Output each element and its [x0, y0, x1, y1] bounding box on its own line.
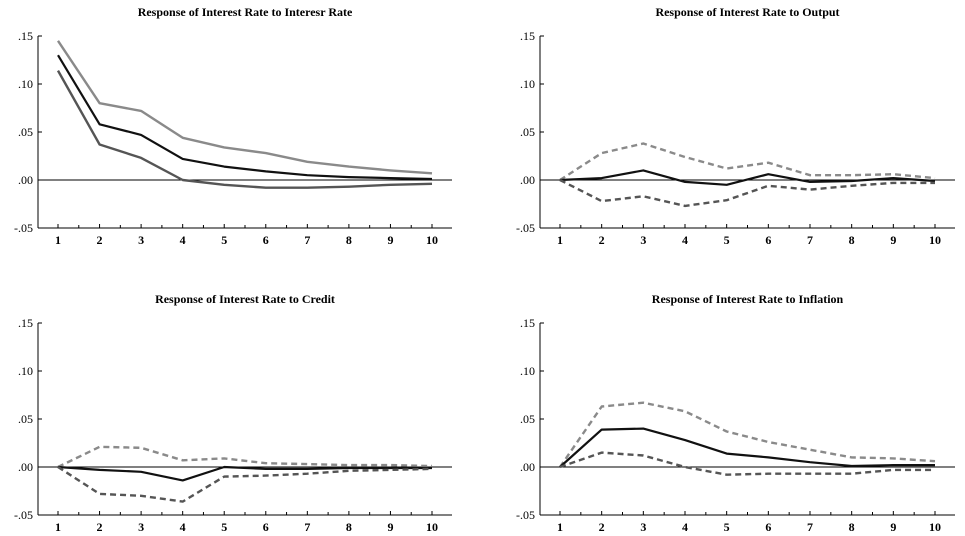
x-tick-label: 10 — [929, 233, 941, 247]
y-tick-label: .15 — [520, 29, 535, 43]
x-tick-label: 8 — [346, 520, 352, 534]
y-tick-label: -.05 — [14, 221, 33, 235]
x-tick-label: 2 — [97, 233, 103, 247]
x-tick-label: 10 — [929, 520, 941, 534]
x-tick-label: 1 — [557, 233, 563, 247]
y-tick-label: .05 — [18, 125, 33, 139]
chart-title: Response of Interest Rate to Inflation — [652, 292, 844, 306]
x-tick-label: 4 — [180, 233, 186, 247]
x-tick-label: 6 — [263, 520, 269, 534]
x-tick-label: 8 — [346, 233, 352, 247]
x-tick-label: 1 — [55, 520, 61, 534]
series-line-response — [559, 427, 935, 468]
y-tick-label: -.05 — [14, 508, 33, 522]
y-tick-label: .15 — [18, 316, 33, 330]
x-tick-label: 5 — [221, 520, 227, 534]
y-tick-label: .00 — [18, 460, 33, 474]
series-line-upper — [559, 401, 936, 468]
series-line-response — [57, 465, 432, 482]
series-line-upper — [57, 40, 433, 175]
x-tick-label: 9 — [890, 520, 896, 534]
x-tick-label: 10 — [426, 233, 438, 247]
y-tick-label: .10 — [18, 364, 33, 378]
x-tick-label: 5 — [724, 233, 730, 247]
x-tick-label: 7 — [807, 520, 813, 534]
y-tick-label: -.05 — [516, 508, 535, 522]
y-tick-label: .15 — [18, 29, 33, 43]
y-tick-label: .10 — [18, 77, 33, 91]
series-line-lower — [559, 451, 935, 476]
x-tick-label: 4 — [682, 520, 688, 534]
series-line-lower — [57, 465, 433, 503]
series-line-response — [559, 169, 936, 186]
series-line-upper — [559, 142, 936, 182]
chart-title: Response of Interest Rate to Interesr Ra… — [138, 5, 353, 19]
x-tick-label: 8 — [849, 233, 855, 247]
y-tick-label: .00 — [18, 173, 33, 187]
x-tick-label: 3 — [640, 520, 646, 534]
y-tick-label: .05 — [520, 412, 535, 426]
x-tick-label: 9 — [387, 520, 393, 534]
x-tick-label: 4 — [682, 233, 688, 247]
series-line-lower — [559, 178, 935, 208]
y-tick-label: -.05 — [516, 221, 535, 235]
x-tick-label: 5 — [221, 233, 227, 247]
y-tick-label: .05 — [18, 412, 33, 426]
x-tick-label: 3 — [138, 233, 144, 247]
y-tick-label: .10 — [520, 364, 535, 378]
x-tick-label: 5 — [724, 520, 730, 534]
y-tick-label: .15 — [520, 316, 535, 330]
series-line-upper — [57, 445, 433, 469]
x-tick-label: 9 — [890, 233, 896, 247]
y-tick-label: .10 — [520, 77, 535, 91]
x-tick-label: 10 — [426, 520, 438, 534]
series-line-lower — [56, 70, 433, 189]
x-tick-label: 3 — [640, 233, 646, 247]
x-tick-label: 7 — [304, 233, 310, 247]
x-tick-label: 4 — [180, 520, 186, 534]
chart-title: Response of Interest Rate to Output — [655, 5, 839, 19]
x-tick-label: 9 — [387, 233, 393, 247]
x-tick-label: 8 — [849, 520, 855, 534]
x-tick-label: 2 — [599, 520, 605, 534]
x-tick-label: 2 — [599, 233, 605, 247]
x-tick-label: 6 — [765, 520, 771, 534]
y-tick-label: .00 — [520, 460, 535, 474]
x-tick-label: 2 — [97, 520, 103, 534]
series-line-response — [57, 54, 433, 181]
y-tick-label: .05 — [520, 125, 535, 139]
x-tick-label: 3 — [138, 520, 144, 534]
x-tick-label: 6 — [263, 233, 269, 247]
y-tick-label: .00 — [520, 173, 535, 187]
x-tick-label: 7 — [304, 520, 310, 534]
x-tick-label: 1 — [557, 520, 563, 534]
x-tick-label: 6 — [765, 233, 771, 247]
x-tick-label: 7 — [807, 233, 813, 247]
x-tick-label: 1 — [55, 233, 61, 247]
chart-title: Response of Interest Rate to Credit — [155, 292, 335, 306]
